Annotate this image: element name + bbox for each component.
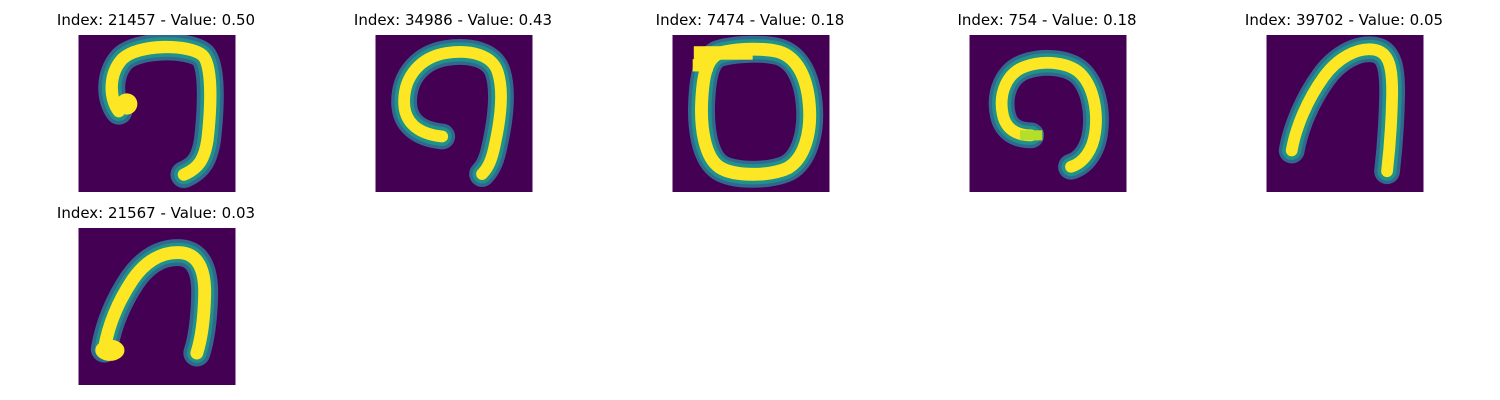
- panel-title: Index: 34986 - Value: 0.43: [323, 10, 583, 30]
- digit-image: [78, 228, 236, 385]
- digit-image: [1266, 35, 1424, 192]
- panel-title: Index: 21567 - Value: 0.03: [26, 203, 286, 223]
- sample-panel-3: Index: 7474 - Value: 0.18: [620, 10, 880, 200]
- sample-panel-1: Index: 21457 - Value: 0.50: [26, 10, 286, 200]
- panel-title: Index: 21457 - Value: 0.50: [26, 10, 286, 30]
- panel-title: Index: 39702 - Value: 0.05: [1214, 10, 1474, 30]
- sample-panel-4: Index: 754 - Value: 0.18: [917, 10, 1177, 200]
- digit-image: [78, 35, 236, 192]
- sample-panel-6: Index: 21567 - Value: 0.03: [26, 203, 286, 393]
- sample-panel-5: Index: 39702 - Value: 0.05: [1214, 10, 1474, 200]
- panel-title: Index: 754 - Value: 0.18: [917, 10, 1177, 30]
- digit-image: [969, 35, 1127, 192]
- panel-title: Index: 7474 - Value: 0.18: [620, 10, 880, 30]
- digit-image: [672, 35, 830, 192]
- sample-panel-2: Index: 34986 - Value: 0.43: [323, 10, 583, 200]
- digit-image: [375, 35, 533, 192]
